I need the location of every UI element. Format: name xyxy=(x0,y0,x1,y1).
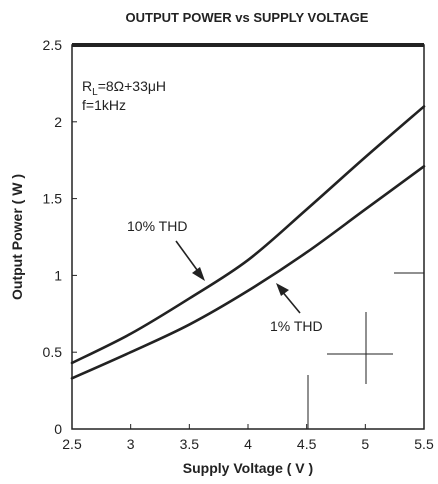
y-tick-label: 1 xyxy=(54,267,62,283)
y-tick-label: 2 xyxy=(54,114,62,130)
x-tick-label: 5 xyxy=(361,436,369,452)
x-tick-label: 5.5 xyxy=(414,436,434,452)
load-annotation-prefix: R xyxy=(82,78,92,94)
arrow-1pct-thd-head xyxy=(276,283,289,296)
y-axis-label: Output Power ( W ) xyxy=(9,174,25,300)
x-tick-label: 2.5 xyxy=(62,436,82,452)
load-annotation: RL=8Ω+33μH xyxy=(82,78,166,98)
x-tick-label: 4.5 xyxy=(297,436,317,452)
y-axis-ticks: 0 0.5 1 1.5 2 2.5 xyxy=(43,37,77,437)
load-annotation-value: =8Ω+33μH xyxy=(98,78,166,94)
x-axis-ticks: 2.5 3 3.5 4 4.5 5 5.5 xyxy=(62,424,434,452)
arrow-1pct-thd-shaft xyxy=(280,289,301,314)
arrow-10pct-thd-head xyxy=(192,267,205,281)
x-tick-label: 4 xyxy=(244,436,252,452)
x-tick-label: 3.5 xyxy=(180,436,200,452)
series-curves xyxy=(70,105,426,380)
label-10pct-thd: 10% THD xyxy=(127,218,187,234)
x-tick-label: 3 xyxy=(127,436,135,452)
y-tick-label: 2.5 xyxy=(43,37,63,53)
label-1pct-thd: 1% THD xyxy=(270,318,323,334)
arrow-10pct-thd-shaft xyxy=(175,240,201,275)
series-line-10pct-thd xyxy=(70,105,426,365)
load-annotation-subscript: L xyxy=(92,87,98,98)
x-axis-label: Supply Voltage ( V ) xyxy=(183,460,313,476)
scan-artifact-marks xyxy=(307,272,424,429)
series-line-1pct-thd xyxy=(70,165,426,380)
y-tick-label: 0.5 xyxy=(43,344,63,360)
freq-annotation: f=1kHz xyxy=(82,97,126,113)
y-tick-label: 0 xyxy=(54,421,62,437)
chart-title: OUTPUT POWER vs SUPPLY VOLTAGE xyxy=(126,10,369,25)
y-tick-label: 1.5 xyxy=(43,191,63,207)
